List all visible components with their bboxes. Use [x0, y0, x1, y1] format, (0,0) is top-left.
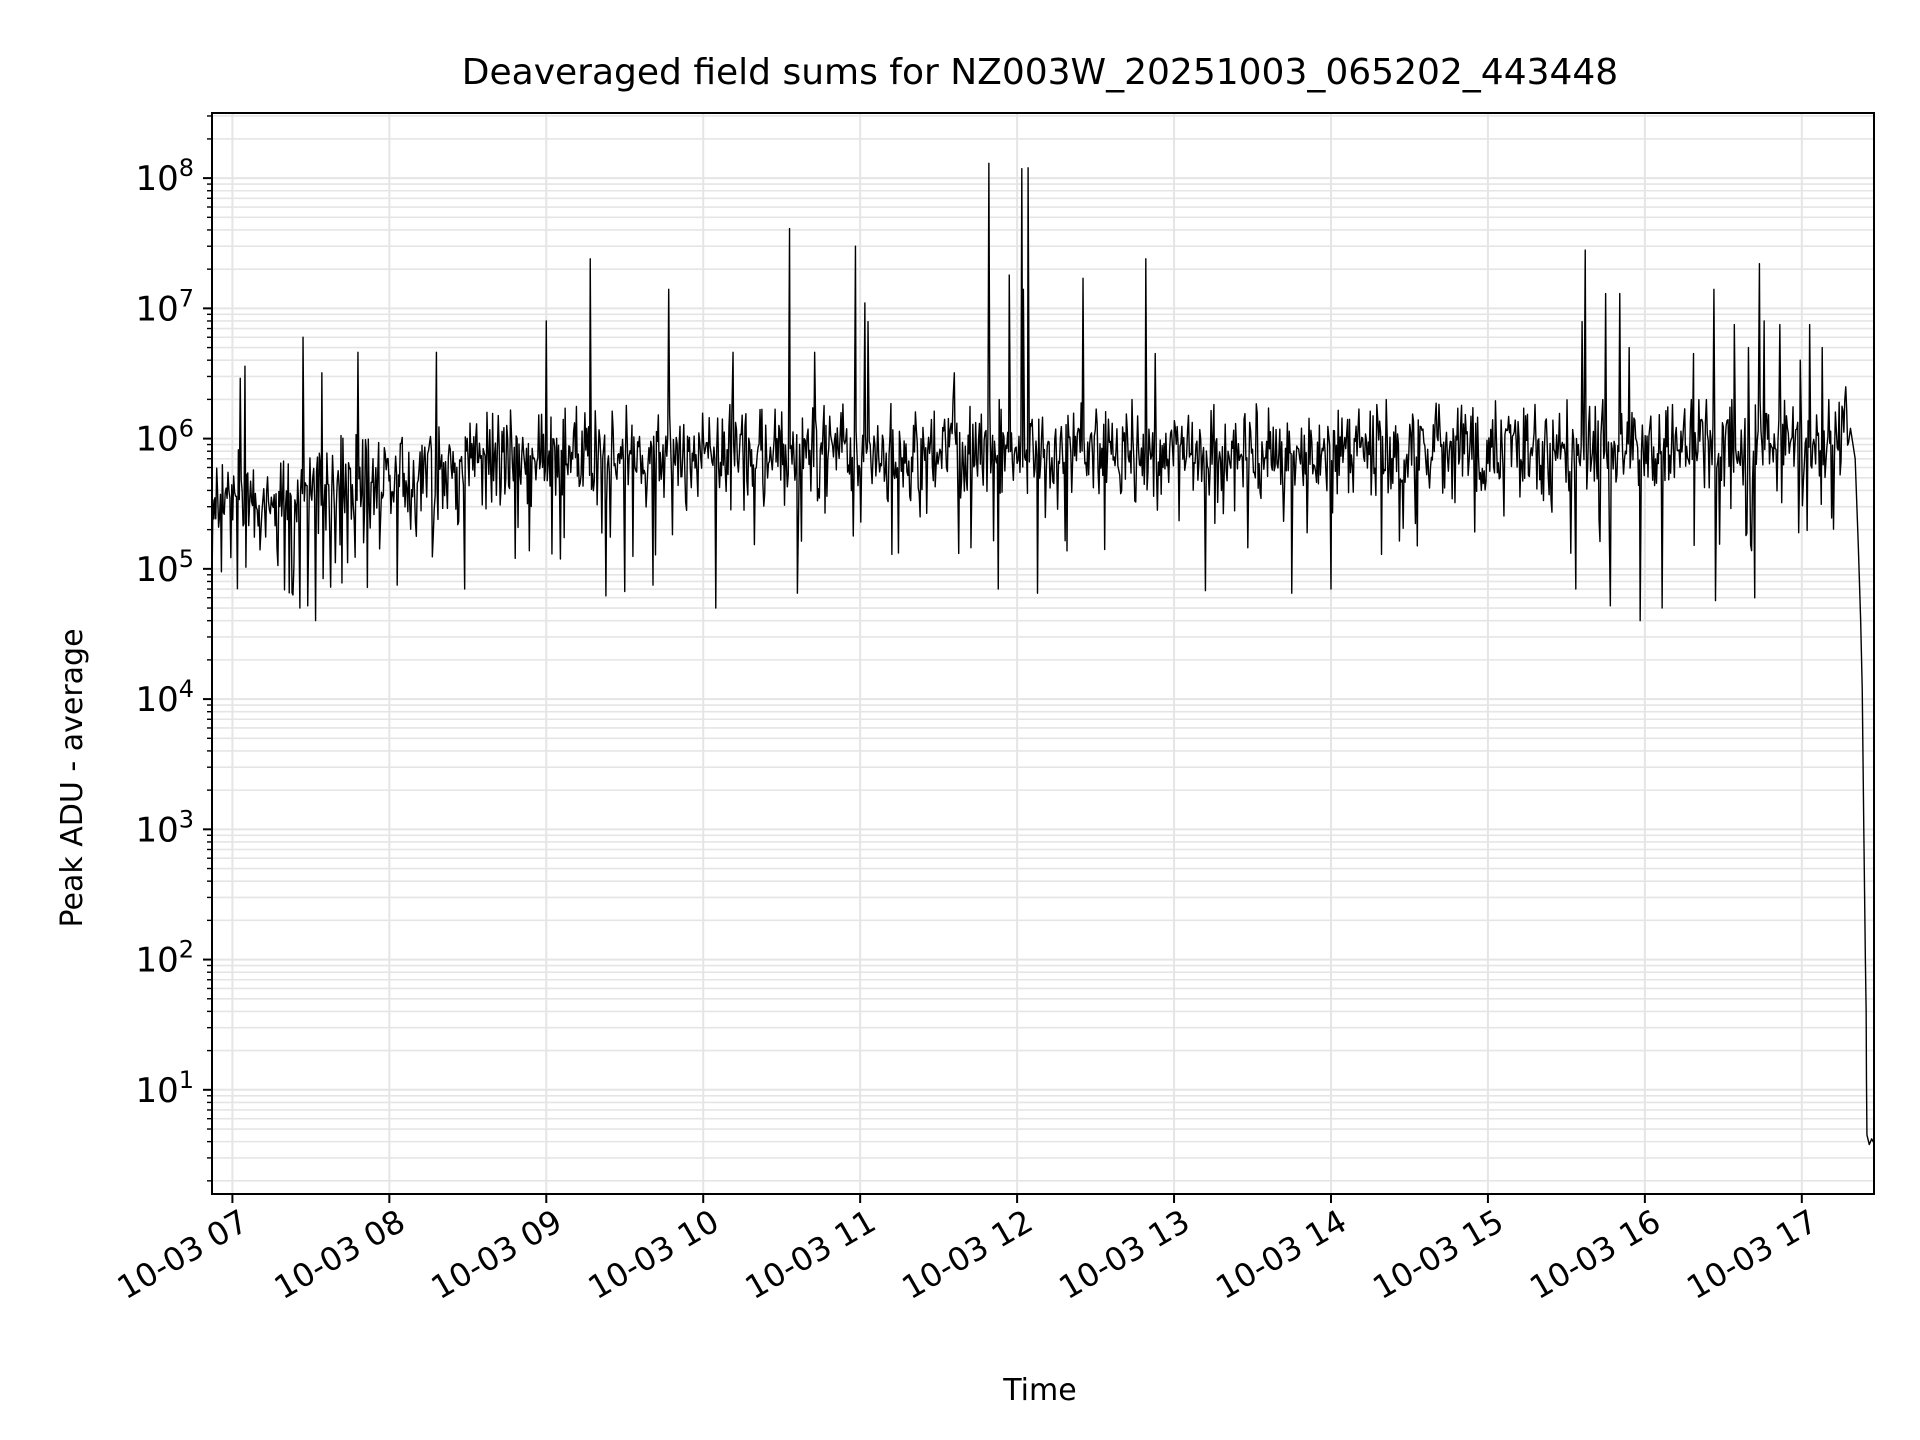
y-tick-label: 106 — [135, 415, 194, 460]
plot-frame — [211, 112, 1875, 1195]
y-tick-label: 108 — [135, 154, 194, 199]
y-tick-label: 105 — [135, 545, 194, 590]
data-layer — [211, 162, 1875, 1146]
y-tick-label-base: 10 — [135, 941, 178, 981]
y-tick-label-base: 10 — [135, 550, 178, 590]
y-tick-label-base: 10 — [135, 680, 178, 720]
y-tick-label-base: 10 — [135, 420, 178, 460]
y-tick-label-base: 10 — [135, 810, 178, 850]
y-tick-label: 102 — [135, 936, 194, 981]
y-tick-label: 104 — [135, 675, 194, 720]
y-axis-label: Peak ADU - average — [55, 628, 90, 927]
y-tick-label-exponent: 2 — [179, 936, 194, 964]
y-tick-label: 107 — [135, 284, 194, 329]
chart-title: Deaveraged field sums for NZ003W_2025100… — [462, 52, 1618, 93]
y-tick-label-base: 10 — [135, 289, 178, 329]
x-axis-label: Time — [1002, 1373, 1076, 1408]
y-tick-label-exponent: 4 — [179, 675, 194, 703]
y-tick-label-base: 10 — [135, 1071, 178, 1111]
series-line — [211, 162, 1875, 1146]
y-tick-label-exponent: 8 — [179, 154, 194, 182]
y-tick-label-exponent: 3 — [179, 805, 194, 833]
y-tick-label: 101 — [135, 1066, 194, 1111]
y-tick-label-exponent: 5 — [179, 545, 194, 573]
y-tick-label-exponent: 6 — [179, 415, 194, 443]
y-tick-label-exponent: 7 — [179, 284, 194, 312]
y-tick-label-exponent: 1 — [179, 1066, 194, 1094]
y-tick-label-base: 10 — [135, 159, 178, 199]
y-tick-label: 103 — [135, 805, 194, 850]
